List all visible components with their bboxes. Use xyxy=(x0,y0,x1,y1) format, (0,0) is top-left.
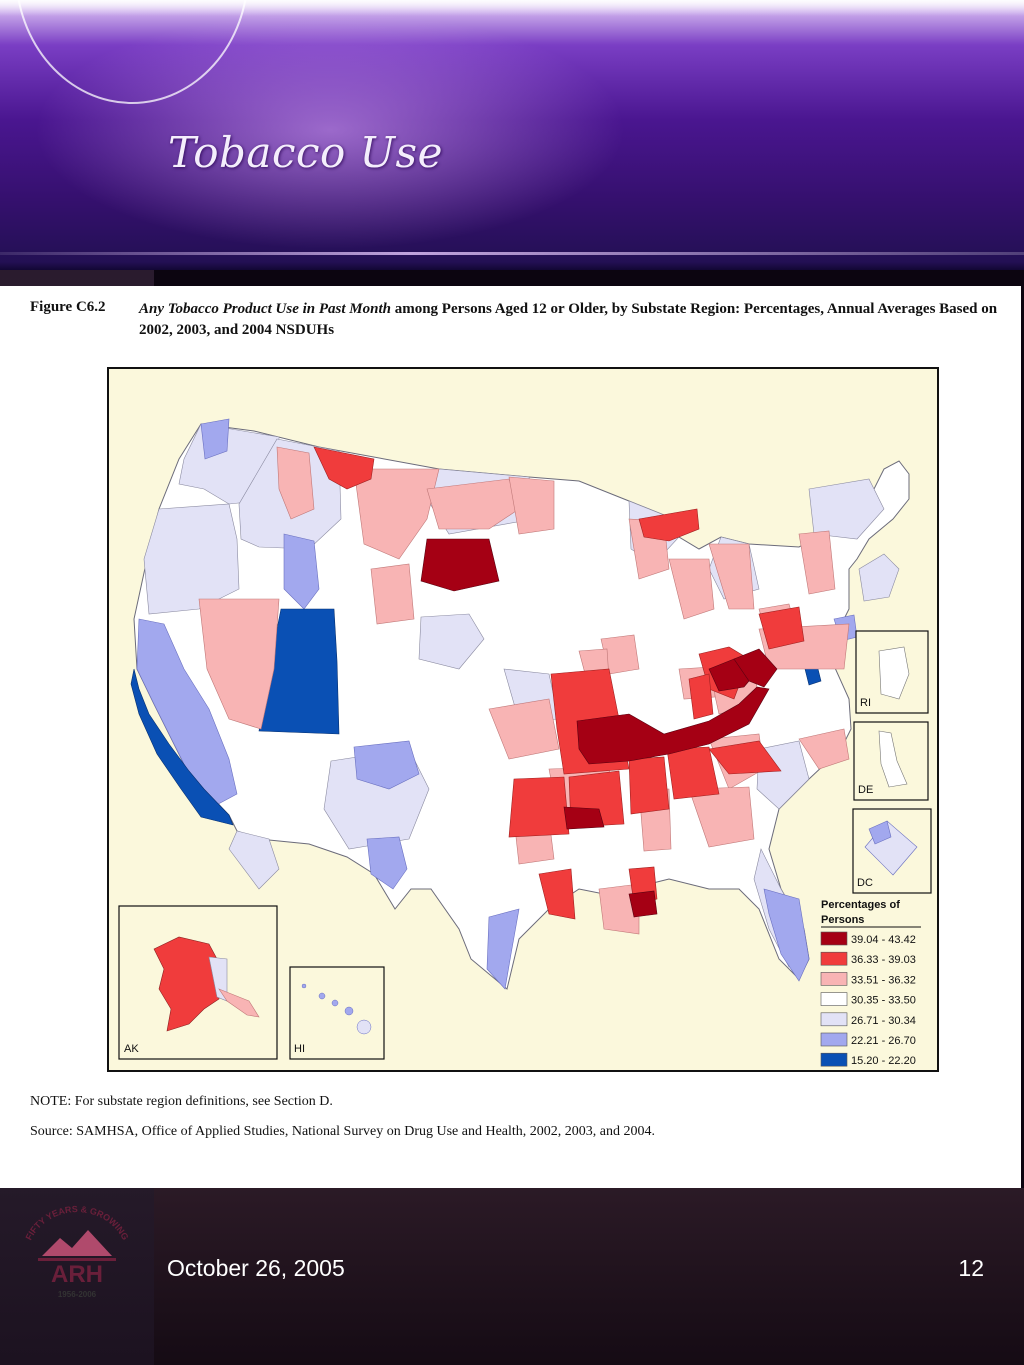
map-legend: Percentages of Persons 39.04 - 43.42 36.3… xyxy=(820,899,921,1067)
logo-arc-text: FIFTY YEARS & GROWING xyxy=(24,1204,131,1242)
logo-years: 1956-2006 xyxy=(58,1290,97,1299)
legend-title-line1: Percentages of xyxy=(821,899,900,911)
class-39-43-regions xyxy=(420,538,778,918)
slide-header: Tobacco Use xyxy=(0,0,1024,270)
footer-date: October 26, 2005 xyxy=(167,1255,345,1281)
slide-title: Tobacco Use xyxy=(168,128,443,177)
logo-name: ARH xyxy=(51,1261,103,1288)
hawaii-label: HI xyxy=(294,1043,305,1055)
hawaii-inset: HI xyxy=(289,966,385,1060)
figure-caption-rest: among Persons Aged 12 or Older, by Subst… xyxy=(139,301,998,338)
choropleth-map: AK HI RI DE xyxy=(107,367,939,1072)
legend-label-5: 26.71 - 30.34 xyxy=(851,1015,916,1027)
legend-label-6: 22.21 - 26.70 xyxy=(851,1035,916,1047)
dc-inset: DC xyxy=(852,808,932,894)
page-number: 12 xyxy=(958,1255,984,1281)
logo-mountains xyxy=(42,1230,112,1256)
legend-label-4: 30.35 - 33.50 xyxy=(851,995,916,1007)
alaska-label: AK xyxy=(124,1043,139,1055)
class-15-22-regions xyxy=(130,608,822,826)
legend-swatch-2 xyxy=(820,951,848,966)
legend-swatch-7 xyxy=(820,1052,848,1067)
delaware-inset: DE xyxy=(853,721,929,801)
header-stripe xyxy=(0,252,1024,255)
legend-swatch-1 xyxy=(820,931,848,946)
legend-label-2: 36.33 - 39.03 xyxy=(851,954,916,966)
figure-panel: Figure C6.2 Any Tobacco Product Use in P… xyxy=(0,286,1021,1188)
legend-swatch-3 xyxy=(820,972,848,986)
footer-bar xyxy=(154,1188,1024,1365)
legend-label-7: 15.20 - 22.20 xyxy=(851,1055,916,1067)
figure-label: Figure C6.2 xyxy=(30,299,106,315)
legend-items: 39.04 - 43.42 36.33 - 39.03 33.51 - 36.32 3… xyxy=(820,931,916,1067)
class-22-26-regions xyxy=(136,418,858,990)
rhode-island-label: RI xyxy=(860,697,871,709)
alaska-inset: AK xyxy=(118,905,278,1060)
figure-source: Source: SAMHSA, Office of Applied Studie… xyxy=(30,1124,655,1139)
legend-swatch-4 xyxy=(820,992,848,1006)
delaware-label: DE xyxy=(858,784,873,796)
figure-caption-italic: Any Tobacco Product Use in Past Month xyxy=(139,301,391,317)
legend-label-1: 39.04 - 43.42 xyxy=(851,934,916,946)
arh-logo: FIFTY YEARS & GROWING ARH 1956-2006 xyxy=(24,1204,131,1299)
dc-label: DC xyxy=(857,877,873,889)
figure-note: NOTE: For substate region definitions, s… xyxy=(30,1094,333,1109)
rhode-island-inset: RI xyxy=(855,630,929,714)
legend-title-line2: Persons xyxy=(821,914,864,926)
legend-swatch-6 xyxy=(820,1032,848,1047)
decorative-arc xyxy=(15,0,249,104)
legend-swatch-5 xyxy=(820,1012,848,1027)
map-svg: AK HI RI DE xyxy=(118,418,932,1067)
header-sheen xyxy=(0,0,1024,16)
figure-caption: Any Tobacco Product Use in Past Month am… xyxy=(139,299,1014,341)
legend-label-3: 33.51 - 36.32 xyxy=(851,974,916,986)
